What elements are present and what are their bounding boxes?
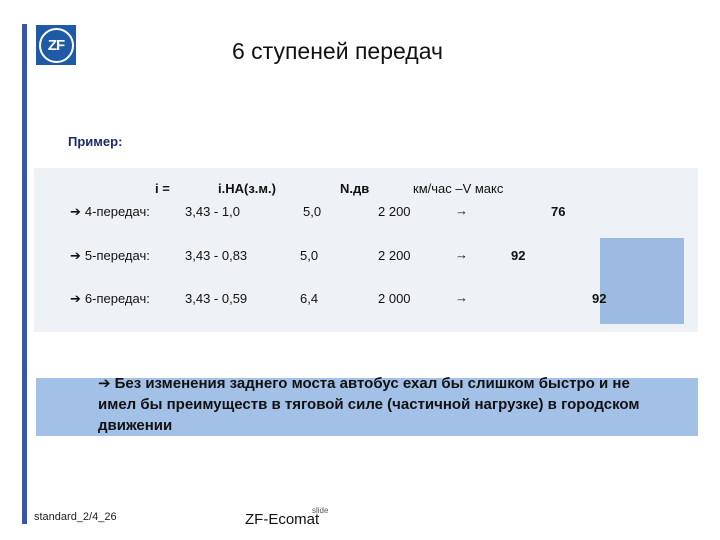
row-na: 6,4 xyxy=(300,291,319,306)
row-speed: 76 xyxy=(551,204,566,219)
header-ratio: i.HA(з.м.) xyxy=(218,181,276,196)
arrow-right-icon: ➔ xyxy=(70,204,81,219)
arrow-right-icon: ➔ xyxy=(70,248,81,263)
table-row-label: ➔ 5-передач: xyxy=(70,248,150,263)
left-accent-bar xyxy=(22,24,27,524)
table-row-label: ➔ 6-передач: xyxy=(70,291,150,306)
row-arrow: → xyxy=(455,203,468,218)
header-speed: км/час –V макс xyxy=(413,181,504,196)
highlight-box xyxy=(600,238,684,324)
footer-page-marker: slide xyxy=(312,506,329,515)
header-i: i = xyxy=(155,181,170,196)
row-ratio: 3,43 - 0,59 xyxy=(185,291,248,306)
example-label: Пример: xyxy=(68,134,123,149)
conclusion-text: ➔ Без изменения заднего моста автобус еха… xyxy=(98,375,640,434)
row-arrow: → xyxy=(455,290,468,305)
footer-standard-code: standard_2/4_26 xyxy=(34,511,117,523)
slide-title: 6 ступеней передач xyxy=(232,38,443,64)
conclusion-box xyxy=(36,378,698,436)
row-rpm: 2 000 xyxy=(378,291,411,306)
header-engine: N.дв xyxy=(340,181,370,196)
row-rpm: 2 200 xyxy=(378,204,411,219)
row-rpm: 2 200 xyxy=(378,248,411,263)
gear-table xyxy=(34,168,698,332)
arrow-right-icon: ➔ xyxy=(98,375,111,392)
zf-logo-text: ZF xyxy=(38,27,74,63)
row-ratio: 3,43 - 1,0 xyxy=(185,204,240,219)
row-na: 5,0 xyxy=(300,248,319,263)
arrow-right-icon: ➔ xyxy=(70,291,81,306)
zf-logo: ZF xyxy=(36,25,76,65)
row-speed: 92 xyxy=(511,248,526,263)
row-ratio: 3,43 - 0,83 xyxy=(185,248,248,263)
row-speed: 92 xyxy=(592,291,607,306)
row-arrow: → xyxy=(455,247,468,262)
footer-product-name: ZF-Ecomat xyxy=(245,511,320,528)
row-na: 5,0 xyxy=(303,204,322,219)
table-row-label: ➔ 4-передач: xyxy=(70,204,150,219)
